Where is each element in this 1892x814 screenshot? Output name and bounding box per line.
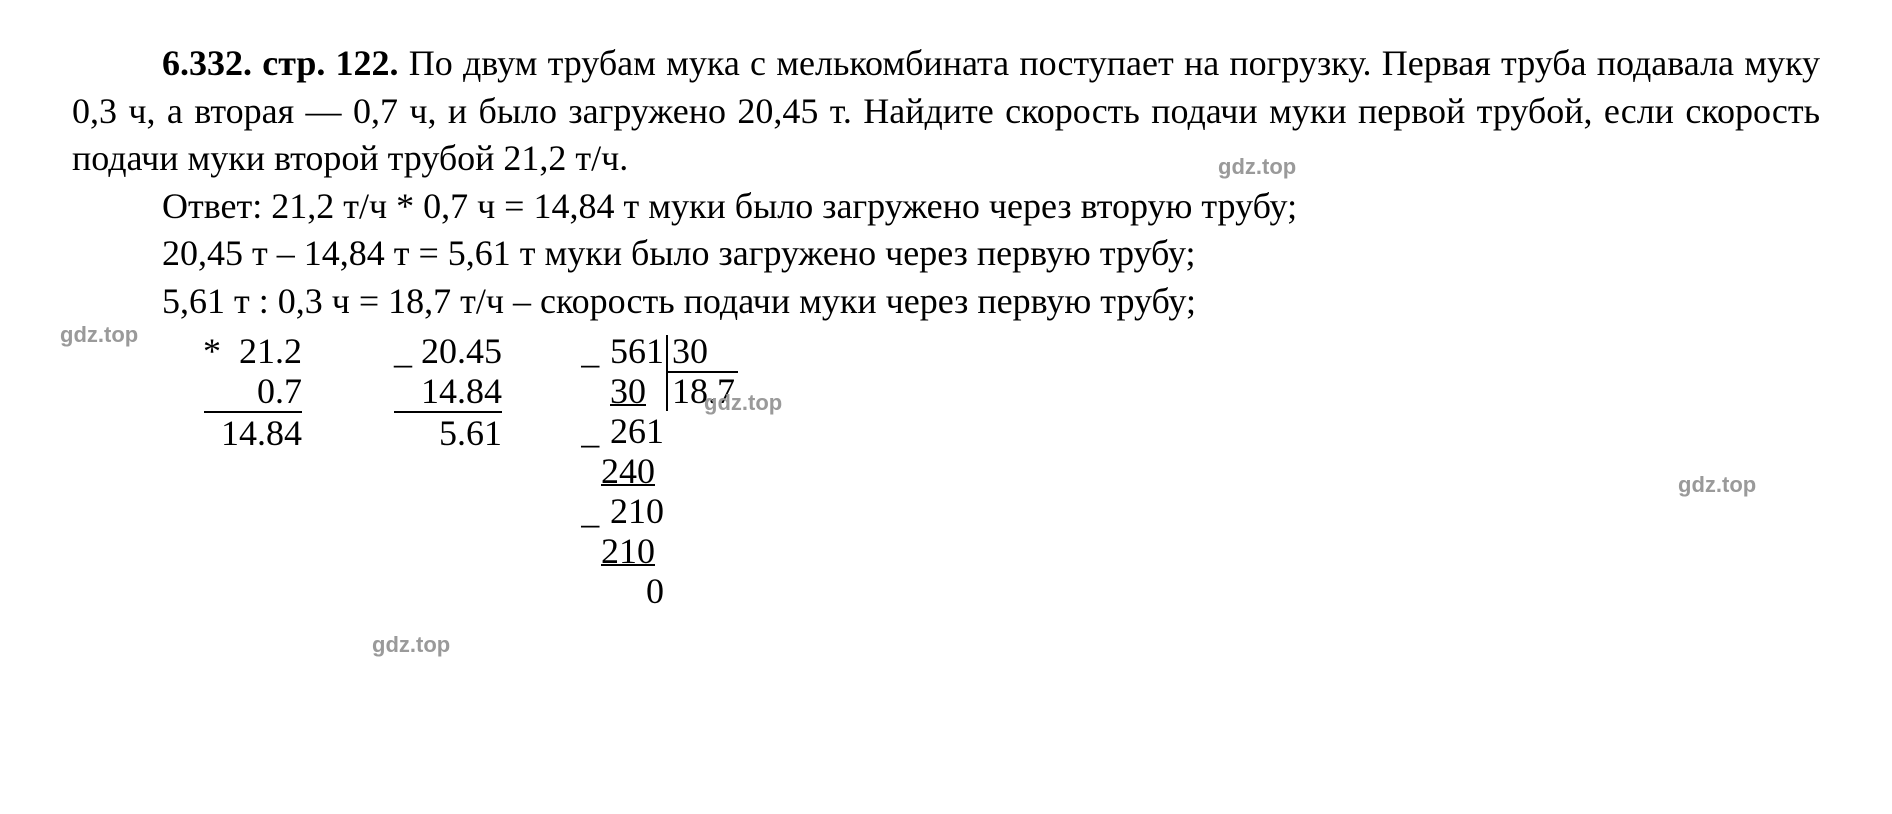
div-step-4-bring: 210: [582, 491, 664, 531]
answer-line-3: 5,61 т : 0,3 ч = 18,7 т/ч – скорость под…: [72, 278, 1820, 326]
arithmetic-block: * 21.2 0.7 14.84 _ 20.45 14.84 5.61 561 …: [162, 331, 1820, 671]
div-step-6-bring: 0: [582, 571, 664, 611]
div-quotient: 18.7: [672, 371, 735, 411]
subtraction-column: _ 20.45 14.84 5.61: [352, 331, 502, 453]
multiplication-column: * 21.2 0.7 14.84: [162, 331, 302, 453]
mult-result: 14.84: [162, 413, 302, 453]
problem-number: 6.332.: [162, 43, 252, 83]
page: 6.332. стр. 122. По двум трубам мука с м…: [0, 0, 1892, 814]
division-right-column: 30 18.7: [672, 331, 735, 411]
div-step-1-sub: 30: [582, 371, 664, 411]
sub-row-b: 14.84: [352, 371, 502, 411]
answer-line-1: Ответ: 21,2 т/ч * 0,7 ч = 14,84 т муки б…: [72, 183, 1820, 231]
div-step-3-sub: 240: [582, 451, 664, 491]
div-dividend: 561: [582, 331, 664, 371]
division-vertical-bar: [666, 335, 668, 411]
problem-page-ref: стр. 122.: [262, 43, 398, 83]
division-left-column: 561 30 261 240 210 210 0: [582, 331, 664, 611]
div-step-2-bring: 261: [582, 411, 664, 451]
div-divisor: 30: [672, 331, 735, 371]
sub-row-a: _ 20.45: [352, 331, 502, 371]
mult-row-b: 0.7: [162, 371, 302, 411]
sub-result: 5.61: [352, 413, 502, 453]
problem-paragraph: 6.332. стр. 122. По двум трубам мука с м…: [72, 40, 1820, 183]
mult-row-a: * 21.2: [162, 331, 302, 371]
div-step-5-sub: 210: [582, 531, 664, 571]
answer-line-2: 20,45 т – 14,84 т = 5,61 т муки было заг…: [72, 230, 1820, 278]
